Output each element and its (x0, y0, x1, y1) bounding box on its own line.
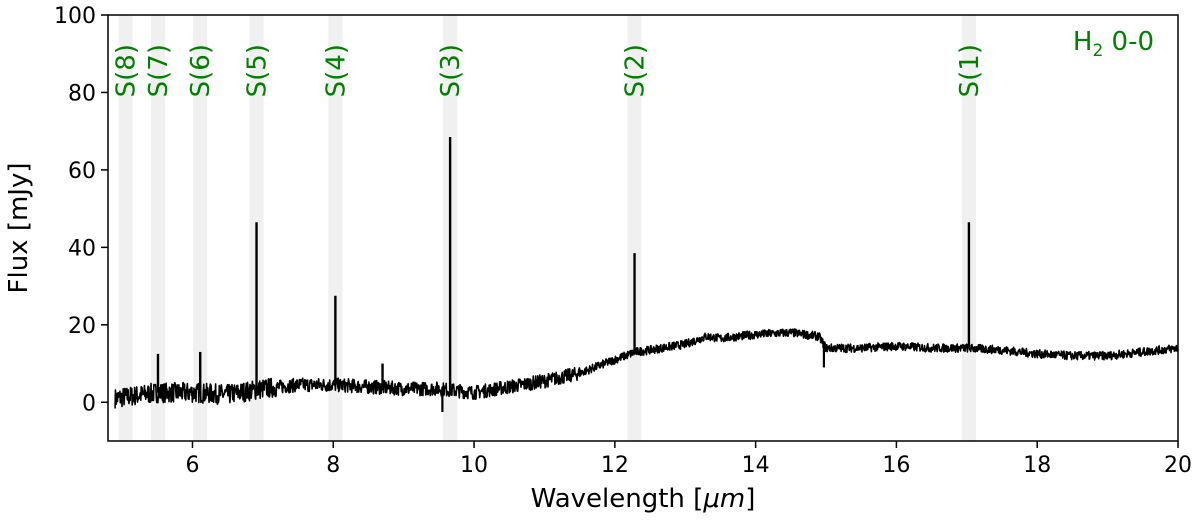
line-label: S(7) (144, 44, 174, 97)
y-tick-label: 40 (68, 236, 96, 261)
x-axis-label-prefix: Wavelength [ (531, 484, 704, 514)
series-label-base: H (1073, 27, 1093, 57)
line-label: S(3) (436, 44, 466, 97)
plot-frame (107, 14, 1179, 442)
spectrum-line (114, 328, 1179, 409)
x-tick-label: 12 (601, 453, 629, 478)
x-tick-label: 6 (185, 453, 199, 478)
y-ticks: 0 20 40 60 80 100 (54, 4, 108, 416)
line-labels: S(8) S(7) S(6) S(5) S(4) S(3) S(2) S(1) (112, 44, 985, 97)
x-axis-label-suffix: ] (745, 484, 755, 514)
line-band (150, 15, 166, 441)
series-label-rest: 0-0 (1103, 27, 1154, 57)
y-tick-label: 100 (54, 4, 96, 29)
line-band (193, 15, 208, 441)
x-axis-label: Wavelength [μm] (531, 484, 756, 514)
line-label: S(8) (112, 44, 142, 97)
x-tick-label: 8 (326, 453, 340, 478)
spectrum-layer (114, 136, 1179, 412)
line-band (118, 15, 133, 441)
y-tick-label: 80 (68, 81, 96, 106)
y-tick-label: 0 (82, 391, 96, 416)
line-label: S(2) (621, 44, 651, 97)
x-tick-label: 20 (1164, 453, 1192, 478)
line-label: S(5) (243, 44, 273, 97)
line-band (627, 15, 642, 441)
x-tick-label: 18 (1023, 453, 1051, 478)
line-label: S(1) (955, 44, 985, 97)
line-label: S(6) (186, 44, 216, 97)
y-axis-label: Flux [mJy] (4, 163, 34, 294)
x-tick-label: 16 (882, 453, 910, 478)
x-axis-label-unit: μm (702, 484, 745, 514)
line-label: S(4) (321, 44, 351, 97)
x-ticks: 6 8 10 12 14 16 18 20 (185, 441, 1192, 478)
y-tick-label: 60 (68, 159, 96, 184)
series-label: H2 0-0 (1073, 27, 1154, 61)
x-tick-label: 14 (742, 453, 770, 478)
y-tick-label: 20 (68, 314, 96, 339)
x-tick-label: 10 (460, 453, 488, 478)
series-label-sub: 2 (1092, 41, 1103, 61)
line-band (328, 15, 343, 441)
